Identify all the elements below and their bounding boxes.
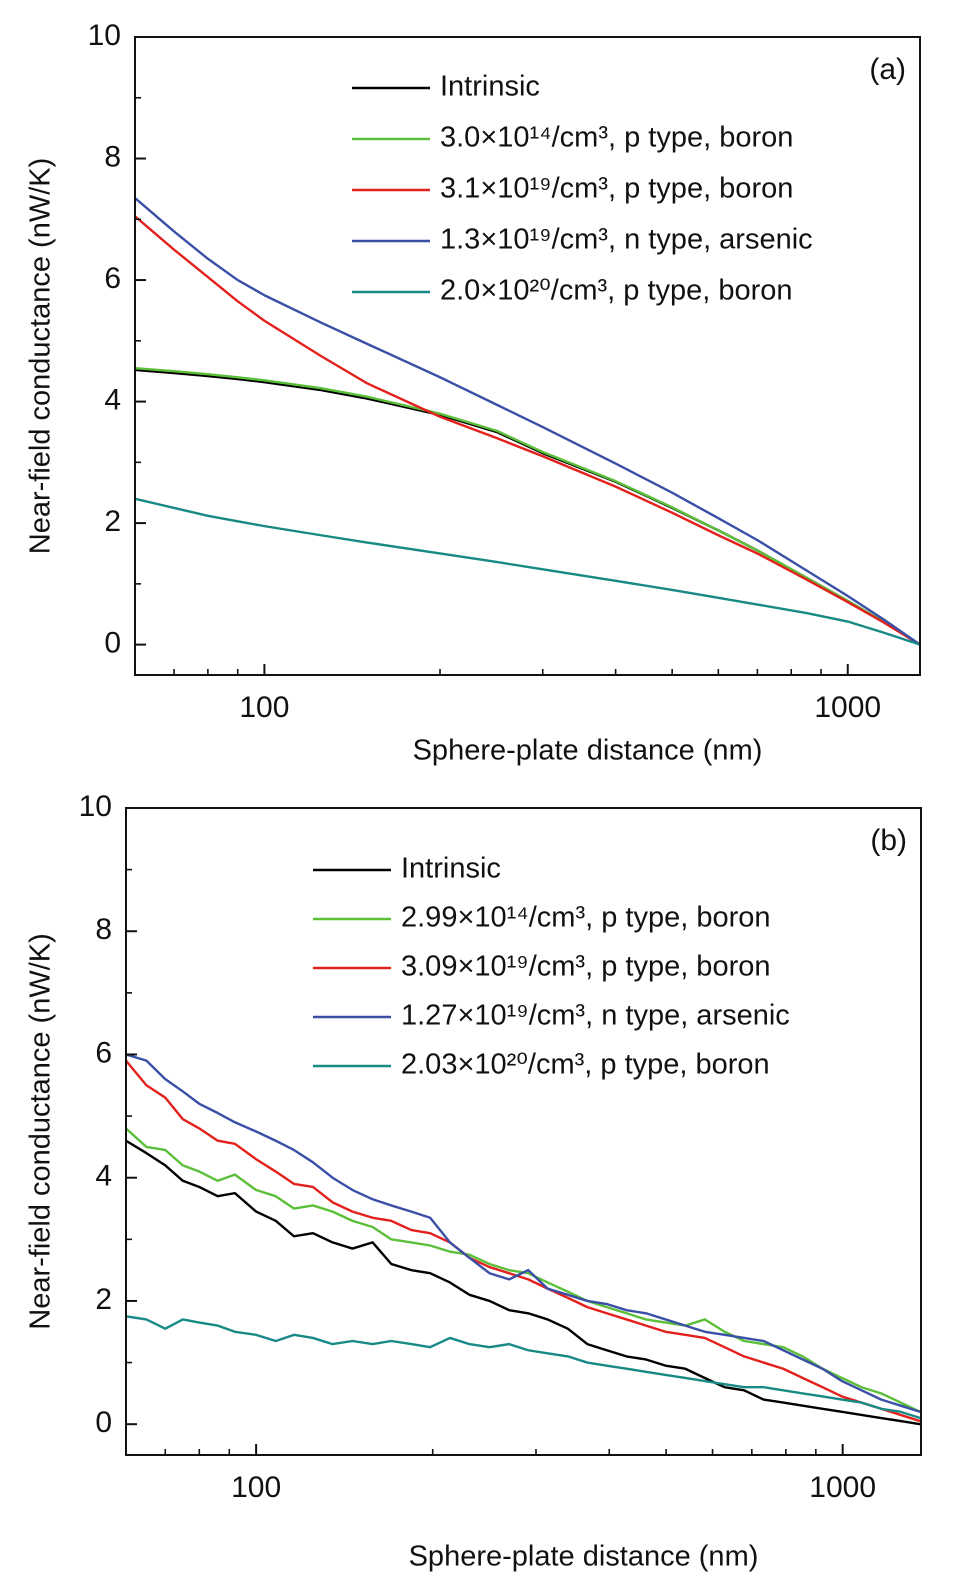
legend-label: 3.0×10¹⁴/cm³, p type, boron [440, 122, 793, 154]
panel-label: (b) [870, 824, 907, 857]
y-tick-label: 10 [88, 19, 121, 52]
x-axis-label: Sphere-plate distance (nm) [409, 1541, 759, 1573]
series-line [126, 1315, 921, 1420]
series-line [135, 366, 920, 646]
x-tick-label: 100 [239, 691, 289, 724]
legend-label: 2.03×10²⁰/cm³, p type, boron [401, 1049, 770, 1081]
y-axis-label: Near-field conductance (nW/K) [25, 158, 57, 555]
panel: 0 2 4 6 8 10 100 1000 Sphere-plate distance (nm)… [25, 790, 922, 1573]
x-tick-label: 1000 [809, 1471, 876, 1504]
y-tick-label: 0 [104, 627, 121, 660]
series-line [126, 1139, 921, 1426]
series-line [135, 215, 920, 646]
x-axis-label: Sphere-plate distance (nm) [413, 735, 763, 767]
x-tick-label: 100 [231, 1471, 281, 1504]
y-axis-label: Near-field conductance (nW/K) [25, 933, 57, 1330]
plot-frame [134, 36, 921, 676]
y-tick-label: 8 [104, 140, 121, 173]
y-tick-label: 10 [79, 790, 112, 823]
y-tick-label: 2 [95, 1283, 112, 1316]
y-tick-label: 4 [104, 383, 121, 416]
series-line [126, 1059, 921, 1423]
series-line [135, 497, 920, 646]
legend-label: 1.27×10¹⁹/cm³, n type, arsenic [401, 1000, 790, 1032]
series-line [135, 197, 920, 646]
series-line [126, 1053, 921, 1414]
legend-label: Intrinsic [401, 853, 501, 885]
plot-frame [125, 807, 922, 1456]
legend-label: 3.1×10¹⁹/cm³, p type, boron [440, 173, 793, 205]
panel: 0 2 4 6 8 10 100 1000 Sphere-plate distance (nm)… [25, 19, 921, 767]
legend-label: 1.3×10¹⁹/cm³, n type, arsenic [440, 224, 813, 256]
series-line [126, 1127, 921, 1413]
y-tick-label: 0 [95, 1406, 112, 1439]
y-tick-label: 2 [104, 505, 121, 538]
panel-label: (a) [869, 53, 906, 86]
y-tick-label: 6 [104, 262, 121, 295]
y-tick-label: 4 [95, 1160, 112, 1193]
y-tick-label: 6 [95, 1036, 112, 1069]
legend-label: Intrinsic [440, 71, 540, 103]
series-line [135, 368, 920, 646]
legend-label: 3.09×10¹⁹/cm³, p type, boron [401, 951, 770, 983]
legend-label: 2.99×10¹⁴/cm³, p type, boron [401, 902, 771, 934]
x-tick-label: 1000 [814, 691, 881, 724]
legend-label: 2.0×10²⁰/cm³, p type, boron [440, 275, 793, 307]
y-tick-label: 8 [95, 913, 112, 946]
